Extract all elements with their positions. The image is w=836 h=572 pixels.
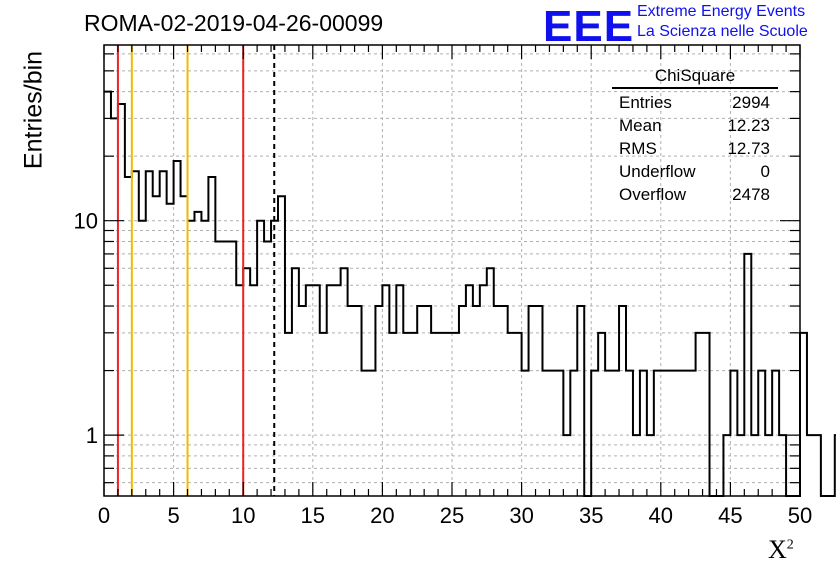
stats-value: 0	[760, 162, 770, 181]
stats-row-mean: Mean 12.23	[612, 114, 778, 137]
x-tick-label: 15	[301, 503, 325, 528]
x-tick-label: 25	[440, 503, 464, 528]
x-tick-label: 50	[788, 503, 812, 528]
stats-value: 12.23	[727, 116, 770, 135]
x-tick-label: 35	[579, 503, 603, 528]
stats-row-overflow: Overflow 2478	[612, 183, 778, 206]
stats-row-rms: RMS 12.73	[612, 137, 778, 160]
stats-label: Overflow	[619, 185, 687, 204]
stats-box: ChiSquare Entries 2994 Mean 12.23 RMS 12…	[612, 66, 778, 206]
y-tick-label: 10	[74, 209, 98, 234]
x-tick-label: 40	[649, 503, 673, 528]
x-axis-label: X2	[768, 535, 794, 565]
stats-row-entries: Entries 2994	[612, 91, 778, 114]
eee-logo: EEE	[543, 2, 635, 51]
x-axis-label-superscript: 2	[786, 537, 794, 553]
x-tick-label: 30	[509, 503, 533, 528]
chart-title: ROMA-02-2019-04-26-00099	[84, 10, 384, 36]
x-tick-label: 20	[370, 503, 394, 528]
x-tick-label: 5	[167, 503, 179, 528]
logo-line-2: La Scienza nelle Scuole	[637, 23, 808, 40]
stats-label: RMS	[619, 139, 657, 158]
x-axis-label-main: X	[768, 535, 787, 564]
logo-line-1: Extreme Energy Events	[637, 3, 806, 20]
x-tick-label: 0	[98, 503, 110, 528]
stats-value: 2994	[732, 93, 770, 112]
stats-label: Mean	[619, 116, 662, 135]
stats-value: 12.73	[727, 139, 770, 158]
x-tick-label: 10	[231, 503, 255, 528]
stats-label: Underflow	[619, 162, 696, 181]
y-tick-label: 1	[86, 423, 98, 448]
stats-label: Entries	[619, 93, 672, 112]
stats-box-title: ChiSquare	[612, 66, 778, 89]
x-tick-label: 45	[718, 503, 742, 528]
stats-row-underflow: Underflow 0	[612, 160, 778, 183]
stats-value: 2478	[732, 185, 770, 204]
